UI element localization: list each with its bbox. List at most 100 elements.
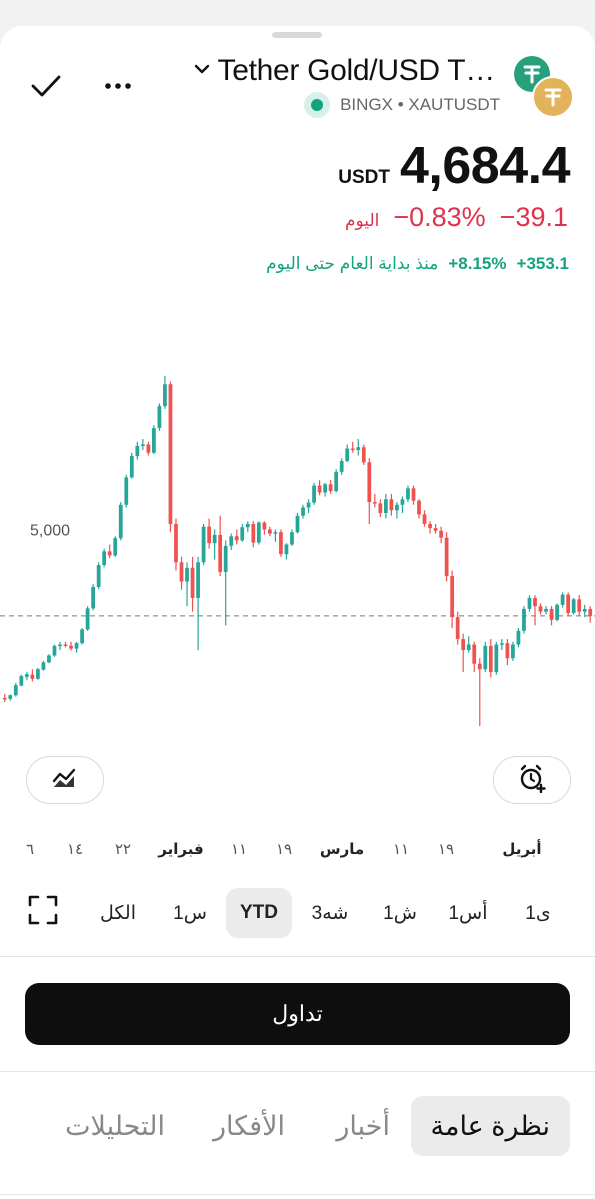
exchange-ticker: BINGX • XAUTUSDT [340, 95, 500, 115]
candle [511, 642, 515, 661]
daily-change-label: اليوم [345, 211, 379, 231]
date-axis-label: ٢٢ [115, 840, 131, 858]
market-status-icon [304, 92, 330, 118]
candle [196, 557, 200, 650]
ytd-change-percent: +8.15% [448, 254, 506, 274]
candle [401, 497, 405, 513]
fullscreen-icon [27, 894, 59, 932]
candle [318, 480, 322, 495]
date-axis: أبريل ١٩ ١١ مارس ١٩ ١١ فبراير ٢٢ ١٤ ٦ [0, 840, 595, 864]
candle [323, 483, 327, 497]
detail-tabs: نظرة عامة أخبار الأفكار التحليلات [0, 1096, 595, 1160]
candle [555, 603, 559, 621]
range-ytd[interactable]: YTD [226, 888, 292, 938]
candle [207, 518, 211, 548]
candle [406, 486, 410, 502]
candle [229, 534, 233, 550]
candle [268, 527, 272, 537]
daily-change-absolute: −39.1 [500, 202, 568, 233]
candle [561, 592, 565, 607]
range-all[interactable]: الكل [100, 888, 136, 938]
price-chart[interactable]: 5,000 [0, 336, 595, 726]
currency-label: USDT [338, 167, 390, 189]
date-axis-label: مارس [320, 840, 364, 858]
candle [124, 475, 128, 508]
candle [279, 529, 283, 556]
tab-analysis[interactable]: التحليلات [65, 1096, 165, 1156]
indicators-button[interactable] [26, 756, 104, 804]
candle [334, 469, 338, 492]
candle [577, 595, 581, 616]
candle [152, 425, 156, 454]
candle [163, 376, 167, 409]
gold-coin-icon [532, 76, 574, 118]
tab-ideas[interactable]: الأفكار [213, 1096, 285, 1156]
candle [202, 524, 206, 565]
candle [42, 661, 46, 671]
candle [86, 606, 90, 631]
candle [218, 516, 222, 576]
candle [146, 442, 150, 456]
candle [290, 529, 294, 545]
candle [285, 543, 289, 559]
candle [141, 439, 145, 450]
candle [58, 642, 62, 650]
price-display: USDT 4,684.4 [338, 136, 570, 196]
range-1m[interactable]: 1ش [383, 888, 417, 938]
candle [412, 486, 416, 505]
candle [373, 494, 377, 508]
candle [113, 536, 117, 557]
date-axis-label: ١٩ [438, 840, 454, 858]
candle [135, 442, 139, 460]
candle [130, 453, 134, 479]
fullscreen-button[interactable] [26, 888, 60, 938]
candle [307, 499, 311, 513]
candle [257, 521, 261, 544]
daily-change-percent: −0.83% [393, 202, 485, 233]
date-axis-label: ١٤ [67, 840, 83, 858]
candle [528, 595, 532, 611]
candle [351, 442, 355, 453]
candle [8, 694, 12, 700]
sheet-grabber[interactable] [272, 32, 322, 38]
date-axis-label: ١١ [393, 840, 409, 858]
range-1y[interactable]: 1س [173, 888, 207, 938]
candle [213, 529, 217, 559]
candle [390, 494, 394, 516]
candle [25, 672, 29, 680]
candle [64, 642, 68, 647]
candle [439, 527, 443, 543]
candle [119, 502, 123, 540]
date-axis-label: فبراير [158, 840, 203, 858]
candle [461, 634, 465, 672]
candle [345, 445, 349, 463]
candle [251, 521, 255, 547]
range-1d[interactable]: 1ی [525, 888, 550, 938]
candle [362, 445, 366, 466]
candle [224, 540, 228, 625]
candle [417, 499, 421, 518]
ytd-change: منذ بداية العام حتى اليوم +8.15% +353.1 [266, 254, 569, 274]
candle [36, 668, 40, 680]
price-alert-button[interactable] [493, 756, 571, 804]
candle [506, 639, 510, 665]
chevron-down-icon [194, 62, 210, 80]
candle [158, 403, 162, 430]
candle [75, 642, 79, 653]
candle [47, 654, 51, 663]
tab-overview[interactable]: نظرة عامة [411, 1096, 570, 1156]
range-3m[interactable]: 3شه [312, 888, 349, 938]
candle [588, 606, 592, 622]
candle [97, 562, 101, 589]
candle [240, 524, 244, 542]
trade-button[interactable]: تداول [25, 983, 570, 1045]
candle [494, 642, 498, 675]
more-options-icon[interactable] [98, 70, 138, 102]
tab-news[interactable]: أخبار [336, 1096, 390, 1156]
divider [0, 1071, 595, 1072]
symbol-selector[interactable]: Tether Gold/USD T… [194, 54, 495, 88]
range-1w[interactable]: 1أس [448, 888, 487, 938]
candle [517, 628, 521, 647]
candle [356, 439, 360, 455]
check-icon[interactable] [26, 70, 66, 102]
